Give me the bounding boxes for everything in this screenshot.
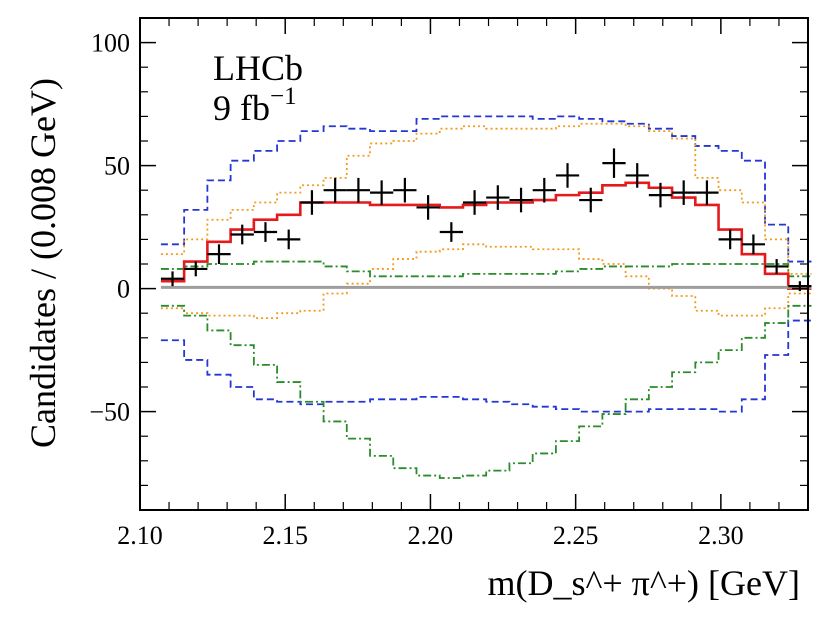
y-tick-label: 0 [117, 275, 130, 304]
data-point-16 [532, 177, 556, 203]
data-point-17 [555, 163, 580, 188]
x-tick-label: 2.15 [262, 521, 308, 550]
luminosity-label: 9 fb−1 [213, 83, 297, 128]
luminosity-exponent: −1 [270, 83, 297, 110]
x-tick-label: 2.25 [553, 521, 599, 550]
experiment-label: LHCb [213, 48, 303, 88]
data-point-22 [672, 180, 696, 205]
data-point-12 [439, 222, 463, 242]
axes: 2.10 2.15 2.20 2.25 2.30 −50 0 50 100 [89, 17, 809, 550]
data-point-2 [207, 244, 231, 264]
data-point-4 [253, 222, 278, 242]
series-line-0 [160, 181, 812, 290]
x-tick-label: 2.30 [698, 521, 744, 550]
fit-histograms [160, 181, 812, 290]
series-line-2 [160, 115, 812, 263]
data-point-23 [695, 180, 719, 205]
data-point-0 [160, 271, 185, 287]
data-point-11 [416, 195, 440, 220]
data-point-6 [300, 190, 324, 215]
data-point-9 [370, 180, 394, 205]
data-point-19 [602, 148, 626, 178]
y-tick-label: 50 [104, 152, 130, 181]
data-point-18 [579, 187, 603, 213]
x-axis-title: m(D_s^+ π^+) [GeV] [487, 563, 800, 603]
data-point-7 [323, 177, 347, 203]
data-point-10 [393, 177, 417, 203]
series-line-7 [160, 304, 812, 479]
series-line-5 [160, 243, 812, 320]
data-point-21 [648, 182, 673, 208]
data-points [160, 148, 812, 292]
data-point-26 [765, 259, 789, 274]
series-line-3 [160, 319, 812, 413]
data-point-24 [718, 229, 742, 250]
series-line-4 [160, 122, 812, 275]
data-point-13 [462, 190, 487, 215]
x-tick-label: 2.10 [117, 521, 163, 550]
band-histograms [160, 115, 812, 479]
data-point-8 [346, 177, 371, 203]
x-tick-label: 2.20 [408, 521, 454, 550]
data-point-20 [625, 163, 649, 188]
y-axis-title: Candidates / (0.008 GeV) [23, 78, 63, 448]
data-point-15 [509, 187, 533, 213]
data-point-14 [486, 185, 510, 210]
data-point-25 [741, 234, 766, 255]
y-tick-label: 100 [91, 29, 130, 58]
y-tick-label: −50 [89, 398, 130, 427]
series-line-6 [160, 260, 812, 278]
data-point-1 [184, 261, 208, 277]
luminosity-value: 9 fb [213, 88, 270, 128]
data-point-5 [277, 229, 301, 250]
data-point-3 [230, 224, 254, 245]
